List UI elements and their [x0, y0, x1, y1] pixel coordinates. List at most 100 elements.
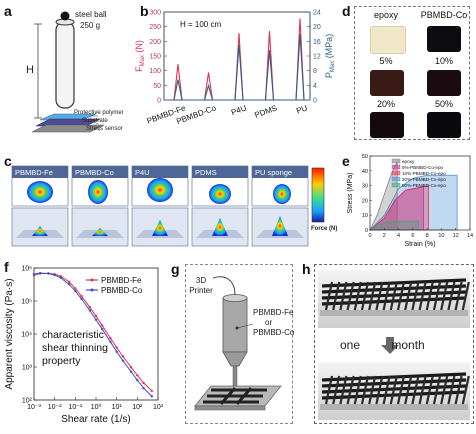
printed-lattice-photos [318, 270, 470, 420]
panel-label-f: f [4, 259, 9, 275]
ytick-left-label: 150 [149, 54, 161, 61]
printer-label: 3D Printer [189, 276, 213, 295]
ytick-right-label: 0 [313, 98, 317, 105]
filament-column [432, 281, 442, 311]
xtick-label: 2 [383, 233, 386, 239]
force-map-blob [209, 184, 231, 204]
panel-label-h: h [302, 261, 311, 277]
xtick-label: 10¹ [112, 404, 123, 411]
legend-marker [90, 288, 94, 292]
ylabel: Apparent viscosity (Pa·s) [4, 278, 15, 389]
filament-column [389, 375, 398, 405]
filament-column [411, 375, 420, 405]
panel-d: d epoxy PBMBD-Co 5% 10% 20% 50% [340, 0, 476, 145]
force-map-3d [71, 207, 129, 247]
filament-row [321, 390, 467, 400]
legend-swatch [391, 158, 401, 164]
force-map-blob [147, 178, 173, 202]
legend-label: PBMBD-Co [101, 286, 143, 295]
filament-column [353, 281, 362, 311]
panel-label-g: g [171, 261, 180, 277]
force-series-left [164, 18, 310, 101]
ytick-left-label: 200 [149, 39, 161, 46]
ytick-label: 10 [362, 213, 368, 219]
height-annotation: H = 100 cm [180, 20, 221, 29]
ytick-left-label: 100 [149, 68, 161, 75]
down-arrow-icon [381, 337, 399, 354]
force-peak [212, 218, 228, 236]
ytick-left-label: 250 [149, 24, 161, 31]
filament-column [418, 281, 427, 311]
force-peak [92, 228, 108, 236]
xtick-label: 10⁻² [48, 404, 62, 411]
ink-label-2: or [265, 318, 273, 327]
legend-label: 50%-PBMBD-Co-epo [402, 183, 446, 188]
xtick-label: 12 [453, 233, 459, 239]
ytick-label: 10⁴ [21, 332, 32, 339]
data-point [121, 359, 125, 362]
ink-label-3: PBMBD-Co [253, 328, 295, 337]
chart-f: 10⁻³ 10⁻² 10⁻¹ 10⁰ 10¹ 10² 10³ 10² 10³ 10⁴ 10⁵ 10⁶ S… [4, 266, 164, 426]
chart-b: 0 50 100 150 200 250 300 0 4 8 12 16 20 24 FMax (N) PMa… [134, 10, 336, 127]
ytick-right-label: 20 [313, 24, 321, 31]
data-point [115, 346, 118, 349]
filament-column [440, 281, 449, 311]
ytick-right-label: 24 [313, 10, 321, 17]
data-point [59, 276, 63, 280]
xtick-label: 8 [426, 233, 429, 239]
filament-column [368, 375, 377, 405]
printer-schematic [194, 276, 282, 411]
filament-column [396, 375, 406, 405]
filament-column [324, 281, 334, 311]
shear-thinning-annotation: property [42, 355, 81, 367]
substrate-edge [320, 310, 468, 316]
substrate-edge [320, 404, 468, 410]
force-peak [152, 220, 168, 236]
sample-label-epoxy: epoxy [373, 10, 399, 20]
force-series-right [164, 33, 310, 101]
filament-column [368, 281, 377, 311]
filament-row [321, 378, 467, 388]
ink-label-1: PBMBD-Fe [253, 308, 294, 317]
steel-ball-label: steel ball [75, 10, 107, 19]
ytick-label: 30 [362, 184, 368, 190]
data-point [109, 336, 112, 340]
filament-column [461, 281, 470, 311]
data-point [32, 272, 36, 276]
data-point [136, 374, 139, 377]
ytick-right-label: 12 [313, 54, 321, 61]
xtick-label: 10³ [153, 404, 164, 411]
data-point [88, 309, 91, 312]
force-peak [32, 226, 48, 236]
category-label: PU [295, 103, 309, 115]
force-peak [272, 216, 288, 236]
filament-column [432, 375, 442, 405]
data-point [129, 370, 133, 373]
data-point [115, 350, 118, 353]
filament-column [461, 375, 470, 405]
filament-column [353, 375, 362, 405]
data-point [142, 386, 145, 390]
legend-label: epoxy [402, 159, 415, 164]
filament-column [375, 281, 384, 311]
panel-h: h one month [300, 258, 476, 429]
force-map-title: PBMBD-Fe [15, 168, 53, 177]
ylabel-left: FMax (N) [134, 40, 146, 72]
filament-row [321, 284, 467, 294]
category-label: P4U [230, 103, 248, 117]
panel-b: b 0 50 100 150 200 250 300 0 4 8 12 16 20 24 FMax (N) P… [130, 0, 340, 145]
data-point [39, 271, 42, 275]
filament-column [332, 281, 341, 311]
force-map-header [12, 166, 68, 178]
xlabel: Shear rate (1/s) [61, 414, 130, 425]
data-point [129, 366, 133, 369]
force-maps: PBMBD-Fe PBMBD-Co P4U PDMS PU sponge [11, 165, 325, 247]
data-point [67, 283, 71, 286]
legend-swatch [391, 170, 401, 176]
filament-column [425, 375, 434, 405]
filament-column [447, 375, 456, 405]
xlabel: Strain (%) [404, 241, 435, 248]
force-map-header [132, 166, 188, 178]
sample-label-10: 10% [434, 56, 453, 66]
chart-e: 0 2 4 6 8 10 12 14 0 10 20 30 40 50 Strain (%) Stress (… [347, 154, 473, 248]
